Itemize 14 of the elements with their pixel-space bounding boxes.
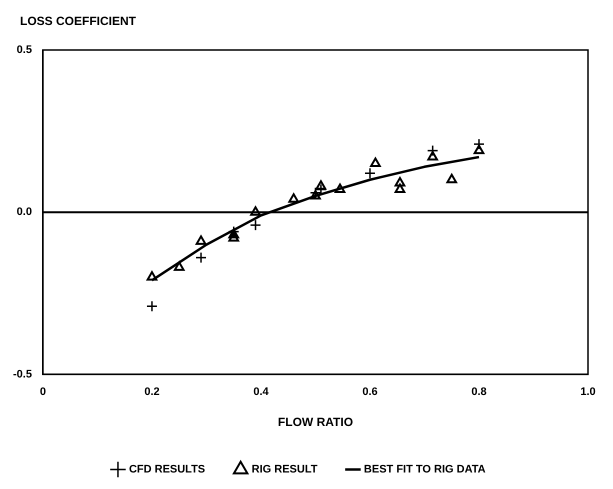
x-tick-label: 1.0: [580, 386, 596, 398]
y-tick-label: 0.0: [16, 206, 32, 218]
legend-label: BEST FIT TO RIG DATA: [364, 464, 486, 476]
y-axis-title: LOSS COEFFICIENT: [20, 14, 136, 28]
x-tick-label: 0.8: [471, 386, 487, 398]
x-tick-label: 0: [40, 386, 46, 398]
x-axis-title: FLOW RATIO: [278, 415, 354, 430]
legend-label: CFD RESULTS: [128, 464, 206, 476]
x-tick-label: 0.2: [144, 386, 160, 398]
legend-label: RIG RESULT: [252, 464, 318, 476]
y-tick-label: 0.5: [16, 44, 32, 56]
y-tick-label: -0.5: [12, 368, 32, 380]
x-tick-label: 0.6: [362, 386, 378, 398]
x-tick-label: 0.4: [253, 386, 270, 398]
